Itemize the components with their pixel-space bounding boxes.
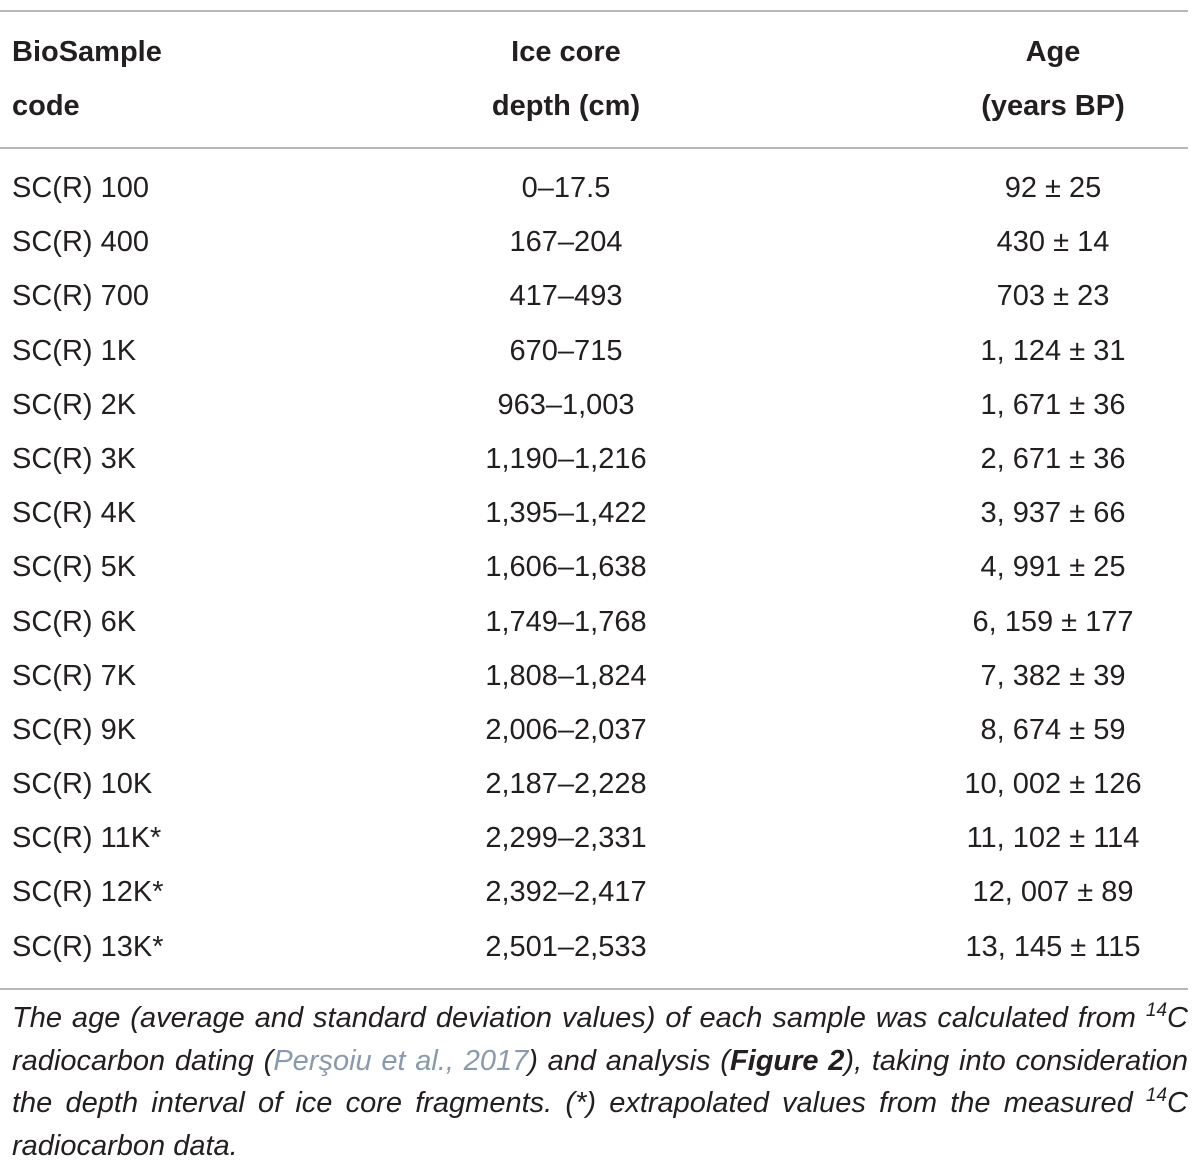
footnote-text: C radiocarbon dating (: [12, 1002, 1188, 1077]
cell-depth: 1,606–1,638: [485, 551, 647, 584]
footnote-text: ), taking into consideration the depth i…: [12, 1044, 1188, 1120]
footnote-text: The age (average and standard deviation …: [12, 1002, 1146, 1034]
cell-code: SC(R) 10K: [12, 768, 153, 801]
cell-depth: 417–493: [509, 280, 623, 313]
cell-age: 6, 159 ± 177: [972, 605, 1134, 638]
cell-age: 703 ± 23: [996, 280, 1110, 313]
table-row: SC(R) 13K* 2,501–2,533 13, 145 ± 115: [0, 920, 1200, 974]
cell-age: 430 ± 14: [996, 226, 1110, 259]
cell-age: 3, 937 ± 66: [980, 497, 1126, 530]
cell-code: SC(R) 700: [12, 280, 149, 313]
cell-age: 10, 002 ± 126: [964, 768, 1142, 801]
table-row: SC(R) 5K 1,606–1,638 4, 991 ± 25: [0, 540, 1200, 594]
cell-age: 1, 124 ± 31: [980, 334, 1126, 367]
cell-age: 11, 102 ± 114: [966, 822, 1140, 855]
cell-code: SC(R) 3K: [12, 442, 137, 475]
cell-depth: 2,187–2,228: [485, 768, 647, 801]
footnote-text: ) and analysis (: [528, 1044, 730, 1077]
footnote-text: C radiocarbon data.: [12, 1087, 1188, 1162]
cell-code: SC(R) 7K: [12, 659, 137, 692]
cell-age: 13, 145 ± 115: [965, 930, 1141, 963]
table-footnote: The age (average and standard deviation …: [12, 997, 1188, 1167]
cell-code: SC(R) 4K: [12, 497, 137, 530]
footnote-superscript: 14: [1145, 1000, 1168, 1021]
cell-depth: 2,299–2,331: [485, 822, 647, 855]
cell-age: 1, 671 ± 36: [980, 388, 1126, 421]
cell-age: 4, 991 ± 25: [980, 551, 1126, 584]
cell-code: SC(R) 5K: [12, 551, 137, 584]
cell-depth: 670–715: [509, 334, 623, 367]
cell-code: SC(R) 6K: [12, 605, 137, 638]
cell-code: SC(R) 13K*: [12, 930, 164, 963]
cell-depth: 167–204: [509, 226, 623, 259]
header-age: Age (years BP): [981, 36, 1125, 122]
cell-depth: 2,006–2,037: [485, 713, 647, 746]
table-header-rule: [0, 147, 1188, 149]
cell-code: SC(R) 1K: [12, 334, 137, 367]
cell-depth: 963–1,003: [497, 388, 635, 421]
table-row: SC(R) 2K 963–1,003 1, 671 ± 36: [0, 378, 1200, 432]
cell-age: 92 ± 25: [1004, 172, 1102, 204]
table-row: SC(R) 12K* 2,392–2,417 12, 007 ± 89: [0, 865, 1200, 919]
cell-age: 8, 674 ± 59: [980, 713, 1126, 746]
cell-age: 7, 382 ± 39: [980, 659, 1126, 692]
table-row: SC(R) 4K 1,395–1,422 3, 937 ± 66: [0, 486, 1200, 540]
cell-depth: 2,501–2,533: [485, 930, 647, 963]
cell-depth: 1,749–1,768: [485, 605, 647, 638]
cell-depth: 1,808–1,824: [485, 659, 647, 692]
header-ice-core-depth: Ice core depth (cm): [491, 36, 641, 122]
cell-code: SC(R) 9K: [12, 713, 137, 746]
header-biosample-code: BioSample code: [12, 36, 162, 122]
table-row: SC(R) 1K 670–715 1, 124 ± 31: [0, 324, 1200, 378]
cell-depth: 0–17.5: [521, 172, 611, 204]
table-row: SC(R) 400 167–204 430 ± 14: [0, 215, 1200, 269]
cell-age: 2, 671 ± 36: [980, 442, 1126, 475]
table-row: SC(R) 700 417–493 703 ± 23: [0, 269, 1200, 323]
table-top-rule: [0, 10, 1188, 12]
cell-depth: 1,190–1,216: [485, 442, 647, 475]
cell-code: SC(R) 100: [12, 172, 149, 204]
table-body: SC(R) 100 0–17.5 92 ± 25 SC(R) 400 167–2…: [0, 161, 1200, 974]
cell-depth: 1,395–1,422: [485, 497, 647, 530]
table-bottom-rule: [0, 988, 1188, 990]
cell-code: SC(R) 11K*: [12, 822, 162, 855]
cell-depth: 2,392–2,417: [485, 876, 647, 909]
table-row: SC(R) 6K 1,749–1,768 6, 159 ± 177: [0, 595, 1200, 649]
footnote-superscript: 14: [1145, 1085, 1168, 1106]
reference-link[interactable]: Perşoiu et al., 2017: [273, 1044, 529, 1077]
cell-code: SC(R) 12K*: [12, 876, 164, 909]
figure-link[interactable]: Figure 2: [729, 1044, 845, 1077]
table-row: SC(R) 11K* 2,299–2,331 11, 102 ± 114: [0, 811, 1200, 865]
table-row: SC(R) 7K 1,808–1,824 7, 382 ± 39: [0, 649, 1200, 703]
table-row: SC(R) 3K 1,190–1,216 2, 671 ± 36: [0, 432, 1200, 486]
table-row: SC(R) 9K 2,006–2,037 8, 674 ± 59: [0, 703, 1200, 757]
cell-code: SC(R) 2K: [12, 388, 137, 421]
table-row: SC(R) 10K 2,187–2,228 10, 002 ± 126: [0, 757, 1200, 811]
cell-age: 12, 007 ± 89: [972, 876, 1134, 909]
cell-code: SC(R) 400: [12, 226, 149, 259]
table-row: SC(R) 100 0–17.5 92 ± 25: [0, 161, 1200, 215]
